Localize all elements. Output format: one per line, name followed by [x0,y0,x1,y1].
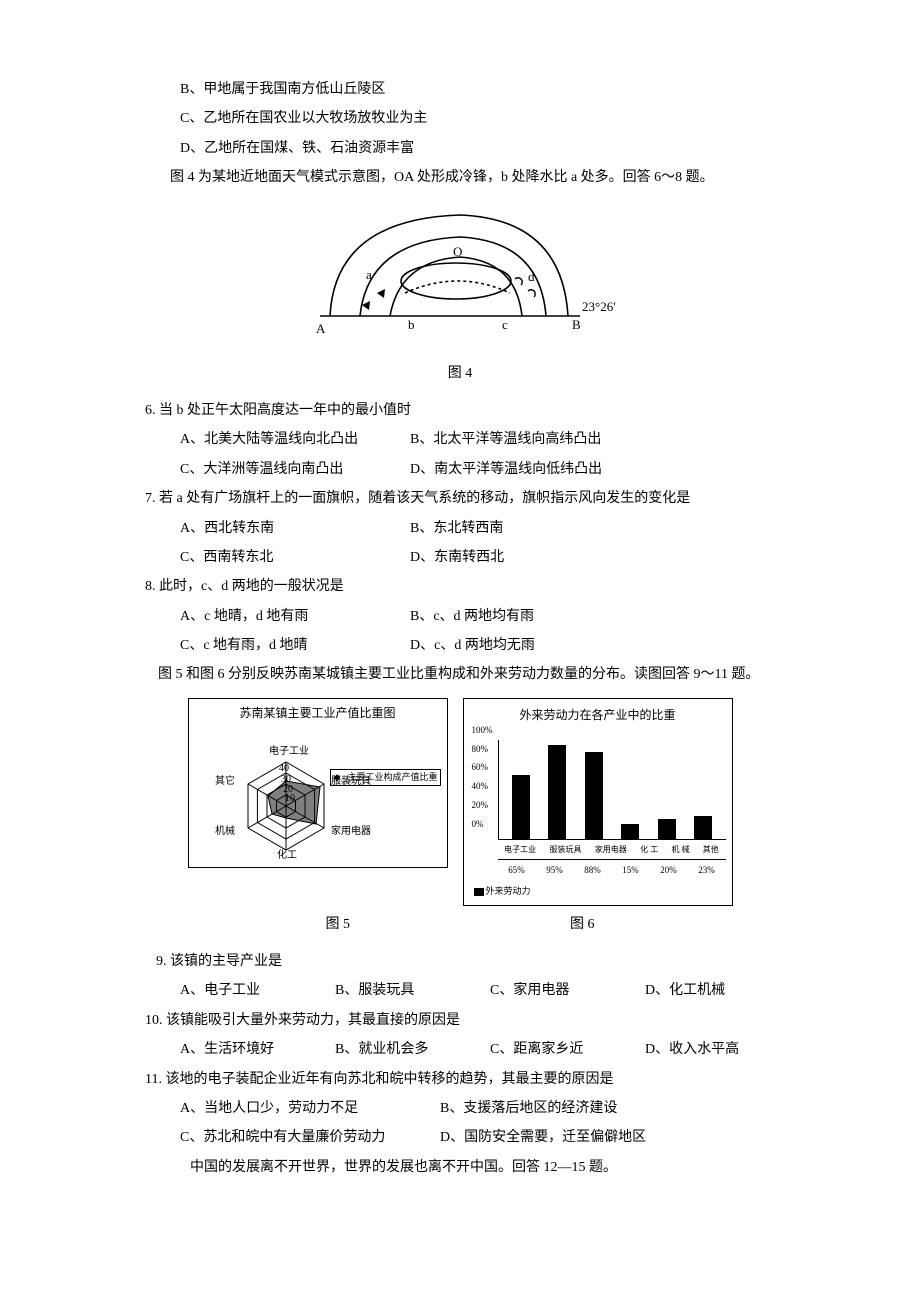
q10-opt-c: C、距离家乡近 [490,1035,635,1064]
q6-opt-c: C、大洋洲等温线向南凸出 [180,455,410,484]
q8-opt-c: C、c 地有雨，d 地晴 [180,631,410,660]
fig6-bar [621,824,639,839]
prev-option-c: C、乙地所在国农业以大牧场放牧业为主 [130,104,790,133]
fig4-label-o: O [453,244,462,259]
svg-text:机械: 机械 [215,824,235,837]
q9-opt-d: D、化工机械 [645,976,790,1005]
q9-opt-a: A、电子工业 [180,976,325,1005]
q11-opt-d: D、国防安全需要，迁至偏僻地区 [440,1123,790,1152]
fig6-bar [658,819,676,839]
fig6-yaxis: 0% 20% 40% 60% 80% 100% [472,734,493,834]
q10-stem: 10. 该镇能吸引大量外来劳动力，其最直接的原因是 [130,1006,790,1035]
q8-stem: 8. 此时，c、d 两地的一般状况是 [130,572,790,601]
q7-opt-c: C、西南转东北 [180,543,410,572]
svg-text:家用电器: 家用电器 [331,824,371,837]
fig6-value-row: 65% 95% 88% 15% 20% 23% [498,859,726,880]
fig4-label-capB: B [572,317,581,332]
fig6-xlabels: 电子工业服装玩具家用电器化 工机 械其他 [498,842,726,859]
fig6-bar [548,745,566,839]
fig6-bars [498,740,726,840]
figure-6: 外来劳动力在各产业中的比重 0% 20% 40% 60% 80% 100% 电子… [463,698,733,906]
q11-opt-c: C、苏北和皖中有大量廉价劳动力 [180,1123,440,1152]
prev-option-d: D、乙地所在国煤、铁、石油资源丰富 [130,134,790,163]
fig6-value: 23% [698,861,715,880]
intro-12-15: 中国的发展离不开世界，世界的发展也离不开中国。回答 12—15 题。 [130,1153,790,1182]
fig4-label-capA: A [316,321,326,336]
fig5-legend: ◆→主要工业构成产值比重 [330,769,440,786]
fig5-title: 苏南某镇主要工业产值比重图 [191,701,445,726]
q8-opt-a: A、c 地晴，d 地有雨 [180,602,410,631]
figure-6-caption: 图 6 [570,910,595,939]
q9-opt-b: B、服装玩具 [335,976,480,1005]
fig6-xlabel: 机 械 [671,842,689,859]
fig4-label-a: a [366,267,372,282]
fig6-value: 20% [660,861,677,880]
fig6-value: 15% [622,861,639,880]
fig5-radar: 电子工业 服装玩具 家用电器 化工 机械 其它 40 30 20 10 [191,726,447,866]
q7-opt-b: B、东北转西南 [410,514,790,543]
fig6-value: 88% [584,861,601,880]
fig6-xlabel: 家用电器 [595,842,627,859]
q7-stem: 7. 若 a 处有广场旗杆上的一面旗帜，随着该天气系统的移动，旗帜指示风向发生的… [130,484,790,513]
fig4-label-c: c [502,317,508,332]
prev-option-b: B、甲地属于我国南方低山丘陵区 [130,75,790,104]
q8-opt-b: B、c、d 两地均有雨 [410,602,790,631]
q11-opt-b: B、支援落后地区的经济建设 [440,1094,790,1123]
fig4-lat: 23°26′ [582,299,616,314]
svg-text:电子工业: 电子工业 [269,744,309,757]
intro-fig56: 图 5 和图 6 分别反映苏南某城镇主要工业比重构成和外来劳动力数量的分布。读图… [130,660,790,689]
q10-opt-b: B、就业机会多 [335,1035,480,1064]
svg-text:10: 10 [285,793,295,804]
svg-text:化工: 化工 [277,848,297,861]
fig6-xlabel: 其他 [703,842,719,859]
q11-opt-a: A、当地人口少，劳动力不足 [180,1094,440,1123]
fig6-bar [585,752,603,839]
q6-stem: 6. 当 b 处正午太阳高度达一年中的最小值时 [130,396,790,425]
figure-4-caption: 图 4 [130,359,790,388]
fig4-label-d: d [528,269,535,284]
q9-stem: 9. 该镇的主导产业是 [130,947,790,976]
q11-stem: 11. 该地的电子装配企业近年有向苏北和皖中转移的趋势，其最主要的原因是 [130,1065,790,1094]
fig6-title: 外来劳动力在各产业中的比重 [470,703,726,728]
svg-text:其它: 其它 [215,774,235,787]
fig6-value: 65% [508,861,525,880]
fig4-label-b: b [408,317,415,332]
fig6-xlabel: 电子工业 [504,842,536,859]
svg-text:40: 40 [279,763,289,774]
q10-opt-d: D、收入水平高 [645,1035,790,1064]
fig6-bar [512,775,530,839]
figure-5: 苏南某镇主要工业产值比重图 电子工业 服装玩具 家用电器 化工 [188,698,448,868]
q9-opt-c: C、家用电器 [490,976,635,1005]
q6-opt-d: D、南太平洋等温线向低纬凸出 [410,455,790,484]
fig6-legend: 外来劳动力 [474,882,726,901]
intro-fig4: 图 4 为某地近地面天气模式示意图，OA 处形成冷锋，b 处降水比 a 处多。回… [130,163,790,192]
q10-opt-a: A、生活环境好 [180,1035,325,1064]
q7-opt-a: A、西北转东南 [180,514,410,543]
q8-opt-d: D、c、d 两地均无雨 [410,631,790,660]
fig6-value: 95% [546,861,563,880]
fig6-bar [694,816,712,839]
figure-4: O a b c d A B 23°26′ [130,201,790,351]
fig6-xlabel: 化 工 [640,842,658,859]
q6-opt-b: B、北太平洋等温线向高纬凸出 [410,425,790,454]
q7-opt-d: D、东南转西北 [410,543,790,572]
fig6-xlabel: 服装玩具 [549,842,581,859]
figure-5-caption: 图 5 [326,910,351,939]
q6-opt-a: A、北美大陆等温线向北凸出 [180,425,410,454]
